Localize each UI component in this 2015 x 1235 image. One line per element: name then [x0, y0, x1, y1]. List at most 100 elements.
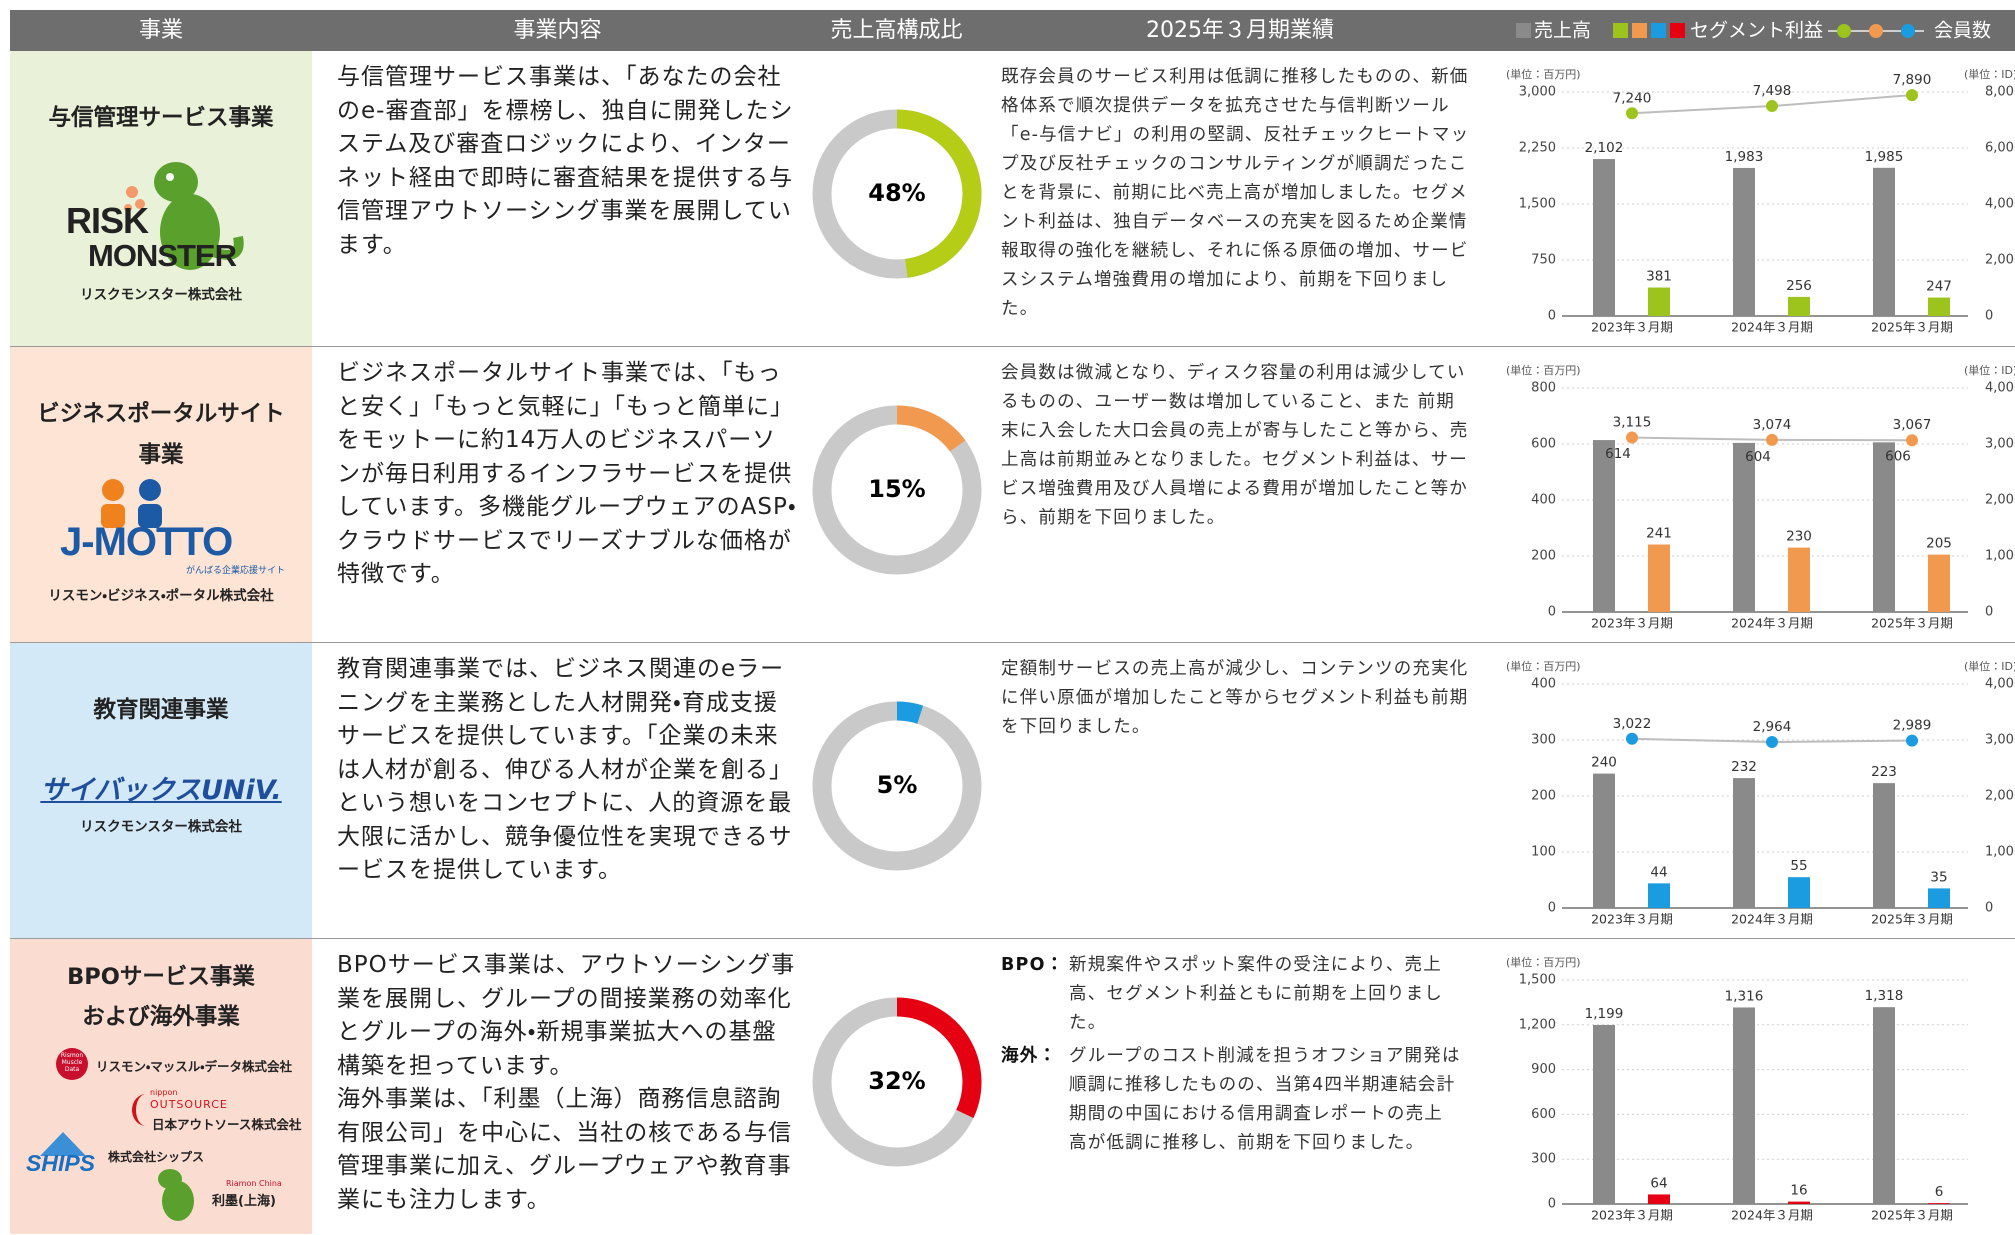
y2-tick-label: 1,000	[1985, 549, 2015, 564]
company-name: リスクモンスター株式会社	[10, 815, 312, 835]
logo-text: OUTSOURCE	[150, 1098, 228, 1111]
segment-name: 与信管理サービス事業	[10, 100, 312, 132]
result-text: 既存会員のサービス利用は低調に推移したものの、新価格体系で順次提供データを拡充さ…	[1001, 63, 1471, 324]
data-label: 256	[1786, 278, 1812, 294]
segment-chart: (単位：百万円)(単位：ID)07501,5002,2503,00002,000…	[1478, 51, 2015, 347]
result-text: グループのコスト削減を担うオフショア開発は順調に推移したものの、当第4四半期連結…	[1069, 1042, 1461, 1158]
legend-marker	[1837, 24, 1851, 38]
y-tick-label: 1,500	[1519, 197, 1556, 212]
x-tick-label: 2023年３月期	[1591, 616, 1673, 631]
logo-text: サイバックスUNiV.	[10, 768, 312, 807]
x-tick-label: 2023年３月期	[1591, 1208, 1673, 1223]
member-marker	[1626, 733, 1638, 745]
x-tick-label: 2024年３月期	[1731, 1208, 1813, 1223]
member-marker	[1626, 107, 1638, 119]
bar	[1733, 1007, 1755, 1204]
logo-text: Rismon Muscle Data	[56, 1052, 88, 1073]
header-cell: 売上高構成比	[803, 10, 990, 51]
segment-name: 教育関連事業	[10, 692, 312, 724]
legend-marker	[1869, 24, 1883, 38]
bar	[1788, 548, 1810, 612]
segment-name: 事業	[10, 437, 312, 469]
logo-text: 利墨(上海)	[212, 1190, 276, 1209]
segment-name: および海外事業	[10, 999, 312, 1031]
page: 事業 事業内容 売上高構成比 2025年３月期業績 売上高セグメント利益会員数 …	[0, 0, 2015, 1235]
bar	[1593, 774, 1615, 908]
y2-tick-label: 2,000	[1985, 253, 2015, 268]
logo-mascot	[140, 1165, 210, 1225]
logo-text: Riamon China	[226, 1179, 282, 1188]
data-label: 1,316	[1725, 988, 1764, 1004]
y2-tick-label: 4,000	[1985, 197, 2015, 212]
logo-text: J-MOTTO	[60, 520, 232, 565]
data-label: 1,985	[1865, 149, 1904, 165]
legend-swatch	[1632, 23, 1647, 38]
y-tick-label: 200	[1531, 789, 1556, 804]
y2-tick-label: 2,000	[1985, 789, 2015, 804]
y2-tick-label: 6,000	[1985, 141, 2015, 156]
data-label: 247	[1926, 279, 1952, 295]
bar	[1788, 297, 1810, 316]
result-label: BPO：	[1001, 951, 1069, 1038]
bar	[1648, 545, 1670, 612]
description-paragraph: ビジネスポータルサイト事業では、「もっと安く」「もっと気軽に」「もっと簡単に」を…	[337, 357, 799, 592]
data-label: 232	[1731, 759, 1757, 775]
donut-label: 48%	[868, 179, 925, 207]
bar	[1873, 783, 1895, 908]
x-tick-label: 2025年３月期	[1871, 912, 1953, 927]
company-name: リスクモンスター株式会社	[10, 283, 312, 303]
data-label: 7,498	[1753, 83, 1792, 99]
unit-label: (単位：百万円)	[1506, 955, 1581, 969]
company-name: リスモン・ビジネス・ポータル株式会社	[10, 584, 312, 604]
donut-label: 15%	[868, 475, 925, 503]
donut-label: 32%	[868, 1067, 925, 1095]
data-label: 2,102	[1585, 140, 1624, 156]
data-label: 3,115	[1613, 415, 1652, 431]
y-tick-label: 900	[1531, 1062, 1556, 1077]
results: 既存会員のサービス利用は低調に推移したものの、新価格体系で順次提供データを拡充さ…	[1001, 63, 1471, 324]
company-name: 株式会社シップス	[108, 1148, 204, 1165]
description: 教育関連事業では、ビジネス関連のeラーニングを主業務とした人材開発・育成支援サー…	[337, 653, 799, 888]
donut-segment	[897, 711, 920, 715]
description-paragraph: 海外事業は、「利墨（上海）商務信息諮詢有限公司」を中心に、当社の核である与信管理…	[337, 1083, 799, 1217]
bar	[1873, 442, 1895, 612]
results: 定額制サービスの売上高が減少し、コンテンツの充実化に伴い原価が増加したこと等から…	[1001, 655, 1471, 742]
bar	[1873, 1007, 1895, 1204]
logo-text: nippon	[150, 1088, 177, 1097]
x-tick-label: 2023年３月期	[1591, 320, 1673, 335]
results: BPO：新規案件やスポット案件の受注により、売上高、セグメント利益ともに前期を上…	[1001, 951, 1471, 1162]
segment-name: ビジネスポータルサイト	[10, 396, 312, 428]
bar	[1593, 440, 1615, 612]
bar	[1928, 888, 1950, 908]
y2-tick-label: 4,000	[1985, 677, 2015, 692]
logo-text: RISK	[66, 200, 148, 242]
legend-swatch	[1651, 23, 1666, 38]
bar	[1648, 288, 1670, 316]
y2-tick-label: 3,000	[1985, 733, 2015, 748]
member-marker	[1766, 434, 1778, 446]
bar	[1873, 168, 1895, 316]
x-tick-label: 2025年３月期	[1871, 616, 1953, 631]
header-cell: 事業	[10, 10, 312, 51]
legend-swatch	[1516, 23, 1531, 38]
y-tick-label: 1,200	[1519, 1017, 1556, 1032]
bar	[1733, 168, 1755, 316]
share-donut: 48%	[803, 51, 990, 347]
bar	[1648, 883, 1670, 908]
member-marker	[1766, 100, 1778, 112]
y-tick-label: 400	[1531, 677, 1556, 692]
legend-marker	[1901, 24, 1915, 38]
legend-swatch	[1613, 23, 1628, 38]
unit-label: (単位：百万円)	[1506, 67, 1581, 81]
data-label: 64	[1650, 1175, 1667, 1191]
unit-label: (単位：ID)	[1964, 363, 2015, 377]
legend-label: セグメント利益	[1690, 20, 1823, 42]
member-marker	[1906, 89, 1918, 101]
legend-swatch	[1670, 23, 1685, 38]
member-marker	[1626, 432, 1638, 444]
data-label: 614	[1605, 446, 1631, 462]
y-tick-label: 0	[1548, 1197, 1556, 1212]
y-tick-label: 0	[1548, 901, 1556, 916]
bar	[1593, 159, 1615, 316]
header-cell: 事業内容	[312, 10, 803, 51]
